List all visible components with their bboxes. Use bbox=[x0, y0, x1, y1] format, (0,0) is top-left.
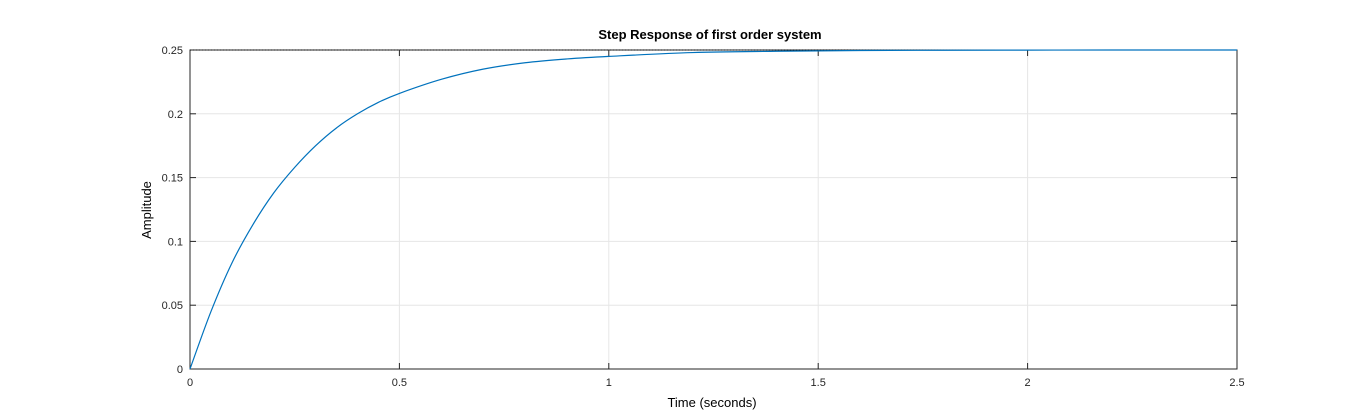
x-tick-label: 0.5 bbox=[392, 377, 407, 389]
y-tick-label: 0.2 bbox=[168, 109, 183, 121]
step-response-line bbox=[189, 49, 1238, 370]
y-tick-label: 0.15 bbox=[162, 173, 183, 185]
x-axis-label: Time (seconds) bbox=[667, 395, 756, 410]
y-axis-label: Amplitude bbox=[139, 181, 154, 239]
x-tick-label: 1.5 bbox=[811, 377, 826, 389]
y-tick-label: 0.1 bbox=[168, 236, 183, 248]
y-tick-label: 0.05 bbox=[162, 300, 183, 312]
chart-title: Step Response of first order system bbox=[598, 27, 821, 42]
plot-area bbox=[189, 49, 1238, 370]
x-tick-label: 2.5 bbox=[1229, 377, 1244, 389]
x-tick-label: 1 bbox=[606, 377, 612, 389]
y-tick-label: 0 bbox=[177, 364, 183, 376]
x-tick-label: 2 bbox=[1025, 377, 1031, 389]
y-tick-label: 0.25 bbox=[162, 45, 183, 57]
x-tick-label: 0 bbox=[187, 377, 193, 389]
